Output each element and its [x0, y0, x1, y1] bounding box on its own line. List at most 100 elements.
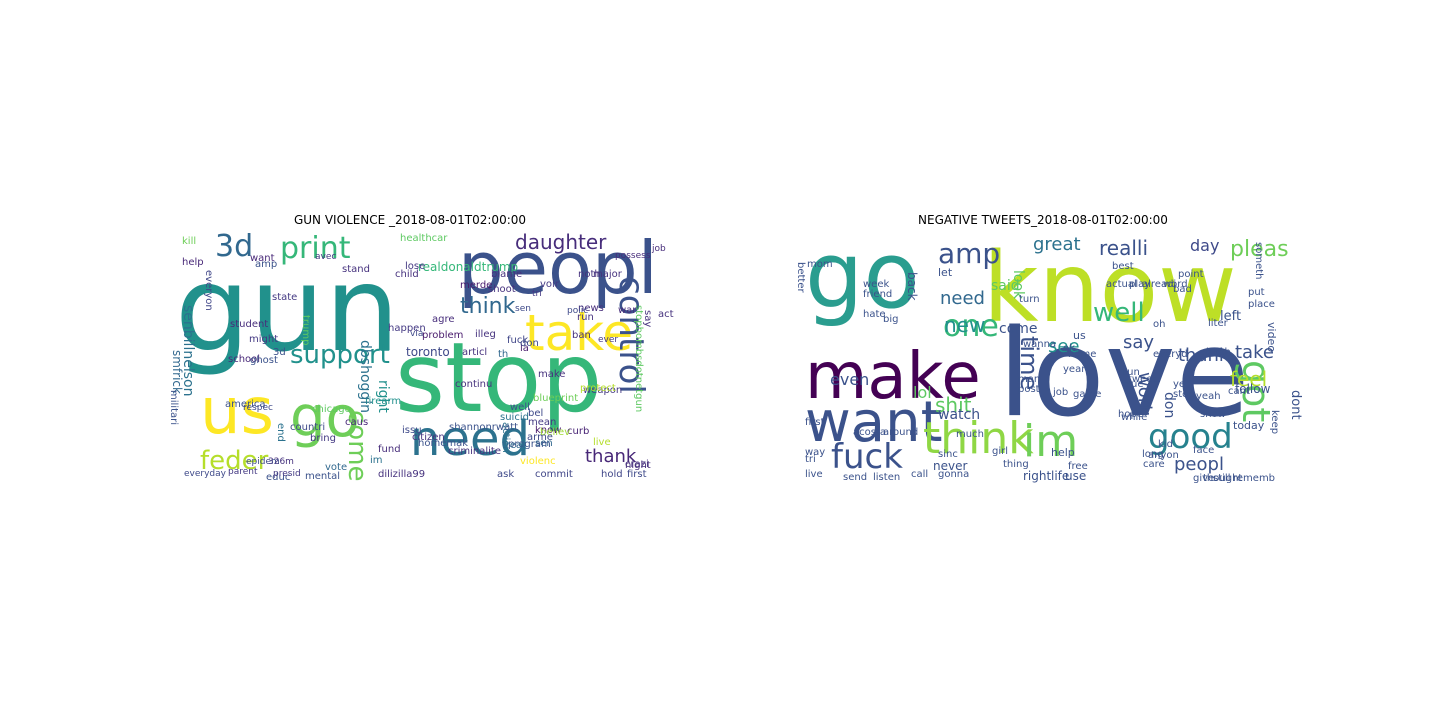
cloud-word: tweet: [1128, 374, 1157, 385]
cloud-word: epidem: [246, 457, 280, 467]
cloud-word: school: [228, 354, 261, 365]
cloud-word: back: [905, 272, 919, 301]
cloud-word: give: [1193, 473, 1215, 484]
cloud-word: while: [1121, 412, 1148, 423]
cloud-word: stop: [395, 322, 603, 434]
cloud-word: tri: [805, 454, 816, 465]
cloud-word: peopl: [458, 226, 658, 310]
cloud-word: vote: [325, 462, 348, 473]
cloud-word: ever: [598, 335, 619, 345]
cloud-word: us: [1073, 329, 1086, 342]
cloud-word: possess: [615, 251, 651, 261]
cloud-word: think: [923, 413, 1034, 464]
cloud-word: america: [225, 399, 266, 410]
cloud-word: major: [593, 269, 622, 280]
cloud-word: turn: [1019, 294, 1040, 305]
cloud-word: articl: [462, 347, 488, 358]
cloud-word: left: [1220, 309, 1242, 324]
cloud-word: want: [805, 390, 943, 455]
cloud-word: suicid: [500, 412, 529, 423]
cloud-word: fund: [378, 444, 401, 455]
cloud-word: first: [805, 417, 825, 428]
cloud-word: problem: [422, 330, 464, 341]
wordcloud-canvas: go know love make want think im good got fuck amp o…: [795, 222, 1303, 485]
cloud-word: kid: [1158, 439, 1173, 450]
cloud-word: life: [1051, 469, 1070, 483]
cloud-word: stopbombsdotnetgun: [633, 305, 644, 413]
cloud-word: best: [1112, 261, 1134, 272]
cloud-word: hope: [1118, 409, 1143, 420]
cloud-word: trump: [300, 315, 311, 346]
cloud-word: shit: [935, 393, 972, 417]
cloud-word: liter: [1208, 318, 1228, 329]
cloud-word: child: [395, 269, 419, 280]
cloud-word: come: [999, 321, 1038, 337]
cloud-word: blueprint: [533, 393, 579, 404]
cloud-word: via: [410, 329, 424, 339]
cloud-word: state: [272, 292, 298, 303]
cloud-word: said: [991, 278, 1020, 294]
panel-title: GUN VIOLENCE _2018-08-01T02:00:00: [293, 213, 527, 227]
cloud-word: put: [1248, 287, 1265, 298]
cloud-word: job: [1053, 387, 1069, 398]
cloud-word: arme: [527, 432, 553, 443]
cloud-word: run: [577, 312, 594, 323]
cloud-word: 326m: [268, 457, 294, 467]
cloud-word: feder: [200, 446, 269, 476]
cloud-word: friend: [863, 289, 893, 300]
cloud-word: first: [627, 469, 647, 480]
cloud-word: everyday: [184, 469, 226, 479]
cloud-word: healthcar: [400, 233, 448, 244]
cloud-word: peopl: [1174, 454, 1224, 475]
cloud-word: kill: [182, 236, 197, 247]
cloud-word: im: [370, 455, 383, 466]
cloud-word: home: [1068, 349, 1097, 360]
cloud-word: mental: [305, 471, 341, 482]
cloud-word: say: [1123, 332, 1155, 353]
cloud-word: alreadi: [1142, 279, 1177, 290]
cloud-word: agre: [432, 314, 455, 325]
cloud-word: man: [1018, 374, 1041, 385]
cloud-word: bel: [528, 408, 544, 419]
cloud-word: around: [883, 427, 919, 438]
cloud-word: countri: [290, 422, 326, 433]
cloud-word: lol: [913, 383, 932, 402]
cloud-word: live: [805, 469, 823, 480]
cloud-word: one: [943, 309, 999, 344]
cloud-word: print: [280, 231, 351, 266]
cloud-word: ban: [572, 330, 591, 341]
cloud-word: stand: [342, 264, 370, 275]
cloud-word: make: [805, 340, 981, 414]
cloud-word: im: [1023, 416, 1079, 467]
cloud-word: 3d: [215, 229, 254, 264]
cloud-word: make: [538, 369, 566, 380]
cloud-word: tri: [532, 289, 542, 299]
cloud-word: go: [805, 222, 920, 329]
cloud-word: need: [940, 288, 985, 309]
cloud-word: th: [498, 349, 509, 360]
cloud-word: oh: [1153, 319, 1166, 330]
cloud-word: see: [1048, 336, 1080, 357]
cloud-word: place: [1248, 299, 1275, 310]
cloud-word: game: [1073, 389, 1102, 400]
cloud-word: true: [1123, 379, 1144, 390]
cloud-word: everyd: [1153, 349, 1188, 360]
cloud-word: post: [1018, 384, 1040, 395]
cloud-word: violenc: [520, 456, 556, 467]
cloud-word: poiic: [567, 306, 589, 316]
cloud-word: end: [275, 423, 286, 442]
cloud-word: big: [883, 314, 899, 325]
cloud-word: happen: [388, 323, 426, 334]
cloud-word: realli: [1099, 236, 1149, 260]
cloud-word: sen: [515, 304, 531, 314]
cloud-word: merde: [460, 280, 493, 291]
wordcloud-panel-left: GUN VIOLENCE _2018-08-01T02:00:00 gun peo…: [168, 213, 674, 493]
cloud-word: might: [249, 334, 279, 345]
cloud-word: thing: [1003, 459, 1029, 470]
cloud-word: someth: [1253, 242, 1264, 280]
cloud-word: job: [652, 244, 666, 254]
cloud-word: thought: [1203, 473, 1243, 484]
cloud-word: amp: [938, 237, 1001, 270]
cloud-word: use: [1065, 469, 1087, 483]
cloud-word: long: [1142, 449, 1164, 460]
